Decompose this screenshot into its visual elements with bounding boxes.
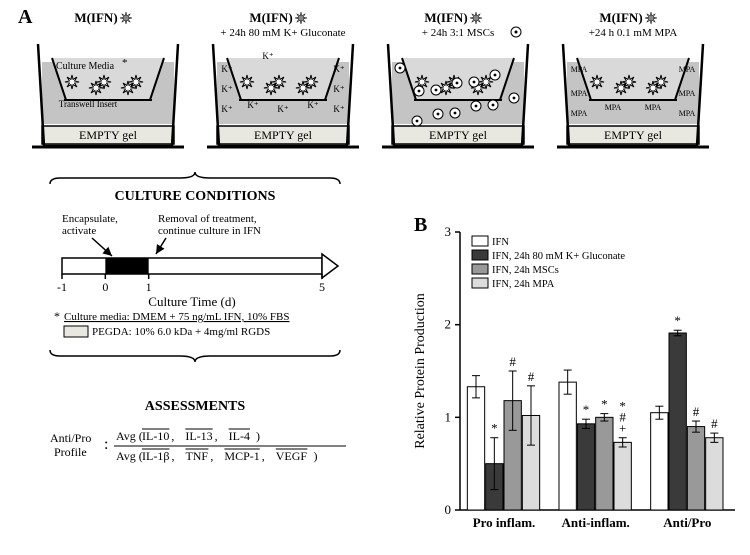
svg-text:MPA: MPA: [571, 65, 588, 74]
svg-text:Anti/Pro: Anti/Pro: [50, 431, 91, 445]
svg-text:Anti/Pro: Anti/Pro: [663, 515, 711, 530]
svg-text:Culture Media: Culture Media: [56, 61, 115, 72]
svg-text:Transwell Insert: Transwell Insert: [59, 99, 118, 109]
svg-text:,: ,: [210, 449, 213, 463]
svg-text:MPA: MPA: [645, 103, 662, 112]
svg-text:*: *: [54, 309, 60, 323]
svg-text:-1: -1: [57, 280, 67, 294]
svg-text:MPA: MPA: [571, 109, 588, 118]
svg-text:0: 0: [445, 502, 452, 517]
svg-text:IL-13: IL-13: [185, 429, 212, 443]
svg-text:,: ,: [171, 429, 174, 443]
svg-text:*: *: [491, 421, 498, 436]
svg-text:CULTURE CONDITIONS: CULTURE CONDITIONS: [115, 189, 276, 204]
svg-text:IFN: IFN: [492, 237, 509, 248]
svg-text:ASSESSMENTS: ASSESSMENTS: [145, 399, 246, 414]
svg-text:K⁺: K⁺: [333, 84, 344, 94]
svg-text:IFN, 24h MSCs: IFN, 24h MSCs: [492, 265, 559, 276]
svg-text:Culture Time (d): Culture Time (d): [148, 294, 235, 309]
svg-text:Avg (: Avg (: [116, 429, 143, 443]
svg-text:2: 2: [445, 317, 452, 332]
svg-text:K⁺: K⁺: [333, 104, 344, 114]
svg-text:VEGF: VEGF: [276, 449, 308, 463]
svg-text:K⁺: K⁺: [333, 64, 344, 74]
svg-text:#: #: [693, 404, 700, 419]
svg-text:PEGDA: 10% 6.0 kDa + 4mg/ml RG: PEGDA: 10% 6.0 kDa + 4mg/ml RGDS: [92, 326, 270, 338]
svg-text:3: 3: [445, 224, 452, 239]
svg-text:M(IFN): M(IFN): [249, 10, 292, 25]
svg-text:MPA: MPA: [571, 89, 588, 98]
svg-text:K⁺: K⁺: [247, 100, 258, 110]
svg-text:MPA: MPA: [679, 65, 696, 74]
svg-text:,: ,: [262, 449, 265, 463]
svg-text:IL-10: IL-10: [142, 429, 169, 443]
svg-text:,: ,: [171, 449, 174, 463]
svg-text:EMPTY gel: EMPTY gel: [604, 128, 663, 142]
svg-text:1: 1: [146, 280, 152, 294]
svg-text:IL-4: IL-4: [229, 429, 250, 443]
svg-text:0: 0: [102, 280, 108, 294]
svg-text::: :: [104, 436, 108, 453]
svg-text:Profile: Profile: [54, 445, 87, 459]
svg-text:K⁺: K⁺: [262, 51, 273, 61]
transwell-row: M(IFN) EMPTY gel M(IFN) + 24h 80 mM K+ Gluc…: [20, 4, 740, 164]
svg-text:+ 24h 3:1 MSCs: + 24h 3:1 MSCs: [422, 27, 495, 39]
svg-text:+ 24h 80 mM K+ Gluconate: + 24h 80 mM K+ Gluconate: [220, 27, 345, 39]
svg-text:#: #: [528, 369, 535, 384]
svg-text:Anti-inflam.: Anti-inflam.: [562, 515, 630, 530]
svg-text:TNF: TNF: [185, 449, 208, 463]
svg-text:1: 1: [445, 409, 452, 424]
svg-text:MPA: MPA: [679, 89, 696, 98]
svg-text:Relative Protein Production: Relative Protein Production: [413, 293, 428, 449]
svg-text:*: *: [583, 402, 590, 417]
svg-text:): ): [313, 449, 317, 463]
svg-text:K⁺: K⁺: [221, 84, 232, 94]
svg-text:5: 5: [319, 280, 325, 294]
svg-text:EMPTY gel: EMPTY gel: [429, 128, 488, 142]
svg-text:K⁺: K⁺: [221, 64, 232, 74]
svg-text:activate: activate: [62, 225, 96, 237]
svg-text:continue culture in IFN: continue culture in IFN: [158, 225, 261, 237]
svg-text:K⁺: K⁺: [277, 104, 288, 114]
svg-text:#: #: [711, 416, 718, 431]
svg-text:Culture media: DMEM + 75 ng/mL: Culture media: DMEM + 75 ng/mL IFN, 10% …: [64, 311, 290, 323]
svg-text:MPA: MPA: [605, 103, 622, 112]
svg-text:M(IFN): M(IFN): [599, 10, 642, 25]
svg-text:*: *: [619, 399, 626, 414]
svg-text:IL-1β: IL-1β: [142, 449, 169, 463]
svg-text:*: *: [122, 57, 128, 69]
assessments-block: ASSESSMENTSAnti/ProProfile:Avg (IL-10,IL…: [20, 390, 380, 540]
svg-text:Removal of treatment,: Removal of treatment,: [158, 213, 257, 225]
svg-text:,: ,: [215, 429, 218, 443]
svg-text:MCP-1: MCP-1: [224, 449, 259, 463]
svg-text:EMPTY gel: EMPTY gel: [79, 128, 138, 142]
svg-text:): ): [256, 429, 260, 443]
bar-chart: 0 1 2 3 Relative Protein Production IFN IFN, 2…: [400, 210, 745, 545]
svg-text:IFN, 24h 80 mM K+ Gluconate: IFN, 24h 80 mM K+ Gluconate: [492, 251, 625, 262]
svg-text:Pro inflam.: Pro inflam.: [473, 515, 536, 530]
svg-text:#: #: [509, 354, 516, 369]
svg-text:IFN, 24h MPA: IFN, 24h MPA: [492, 279, 555, 290]
svg-text:K⁺: K⁺: [307, 100, 318, 110]
svg-text:Encapsulate,: Encapsulate,: [62, 213, 118, 225]
svg-text:*: *: [601, 397, 608, 412]
culture-conditions: CULTURE CONDITIONS Encapsulate,activate Re…: [20, 170, 380, 370]
svg-text:*: *: [674, 313, 681, 328]
svg-text:EMPTY gel: EMPTY gel: [254, 128, 313, 142]
svg-text:K⁺: K⁺: [221, 104, 232, 114]
svg-text:Avg (: Avg (: [116, 449, 143, 463]
svg-text:+24 h 0.1 mM MPA: +24 h 0.1 mM MPA: [589, 27, 678, 39]
svg-text:MPA: MPA: [679, 109, 696, 118]
svg-text:M(IFN): M(IFN): [74, 10, 117, 25]
svg-text:M(IFN): M(IFN): [424, 10, 467, 25]
